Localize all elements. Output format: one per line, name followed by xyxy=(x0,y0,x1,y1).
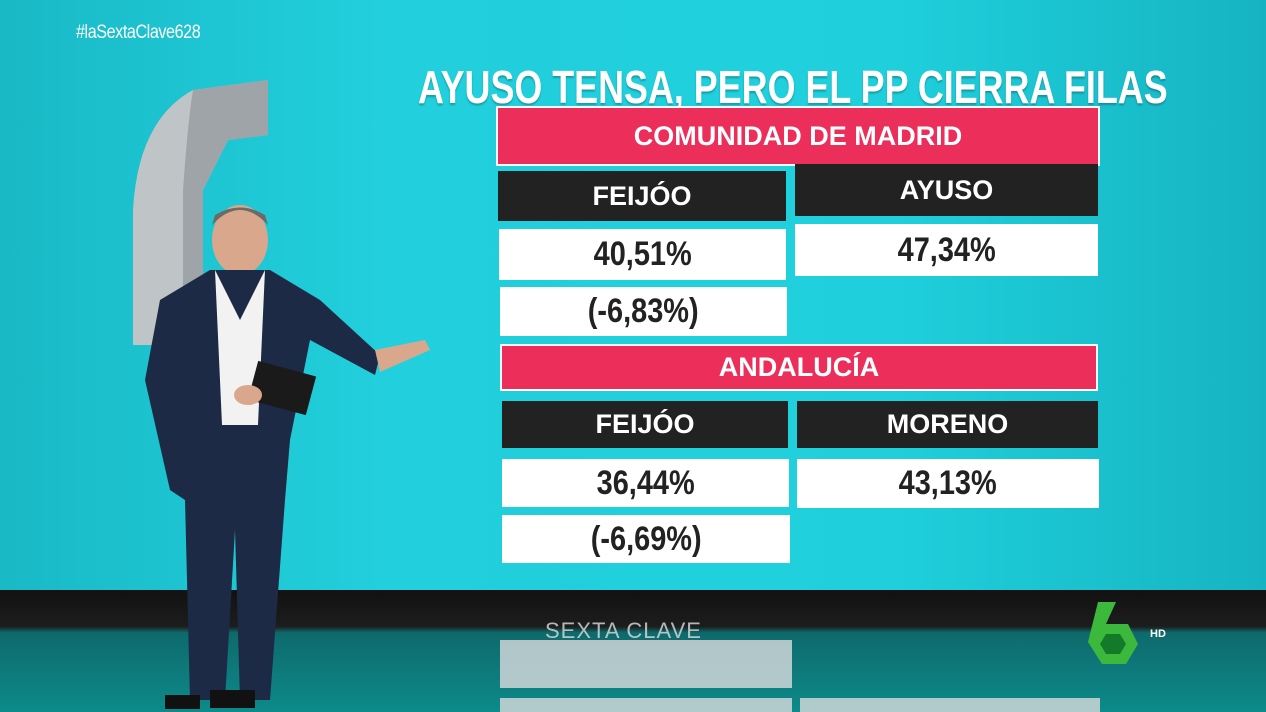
region-header: COMUNIDAD DE MADRID xyxy=(496,106,1100,166)
vote-value: 40,51% xyxy=(499,229,786,280)
program-logo: SEXTA CLAVE xyxy=(545,618,702,643)
sexta-clave-logo-icon xyxy=(133,80,268,345)
candidate-header: FEIJÓO xyxy=(502,401,788,448)
candidate-header: AYUSO xyxy=(795,164,1098,216)
reflection-box xyxy=(800,698,1100,712)
candidate-header: MORENO xyxy=(797,401,1098,448)
presenter-figure xyxy=(145,205,430,709)
candidate-header: FEIJÓO xyxy=(498,171,786,221)
hd-badge: HD xyxy=(1150,628,1166,640)
reflection-box xyxy=(500,698,792,712)
region-header: ANDALUCÍA xyxy=(500,344,1098,391)
lasexta-logo-icon xyxy=(1088,602,1138,664)
vote-value: 43,13% xyxy=(797,459,1099,508)
hashtag: #laSextaClave628 xyxy=(76,22,201,43)
vote-difference: (-6,69%) xyxy=(502,515,790,563)
headline: AYUSO TENSA, PERO EL PP CIERRA FILAS xyxy=(418,61,1168,113)
vote-difference: (-6,83%) xyxy=(500,287,787,336)
reflection-box xyxy=(500,640,792,688)
vote-value: 36,44% xyxy=(502,459,789,507)
vote-value: 47,34% xyxy=(795,224,1098,276)
